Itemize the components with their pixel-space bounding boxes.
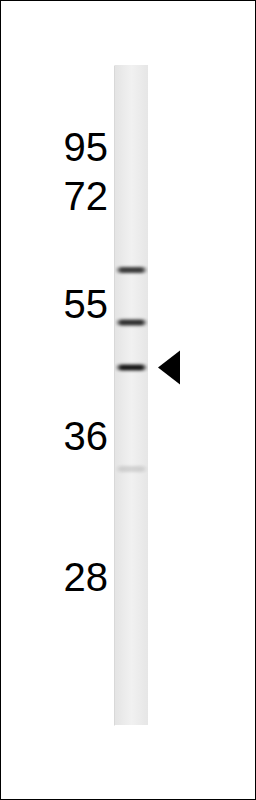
frame [1, 1, 256, 800]
band [118, 267, 145, 273]
tick: 36 [64, 414, 115, 458]
tick-label: 95 [64, 125, 109, 169]
tick: 72 [64, 174, 115, 218]
band [118, 319, 145, 325]
marker-axis: 95 72 55 36 28 [64, 66, 115, 726]
tick: 95 [64, 125, 115, 169]
tick-label: 36 [64, 414, 109, 458]
lane-group [115, 65, 148, 725]
axis-line [114, 66, 115, 726]
tick: 55 [64, 282, 115, 326]
band [118, 365, 145, 371]
band [118, 466, 145, 472]
lane [115, 65, 148, 725]
tick-label: 55 [64, 282, 109, 326]
tick-label: 72 [64, 174, 109, 218]
tick: 28 [64, 555, 115, 599]
tick-label: 28 [64, 555, 109, 599]
blot-figure: 95 72 55 36 28 [0, 0, 256, 800]
band-arrow [158, 351, 180, 385]
